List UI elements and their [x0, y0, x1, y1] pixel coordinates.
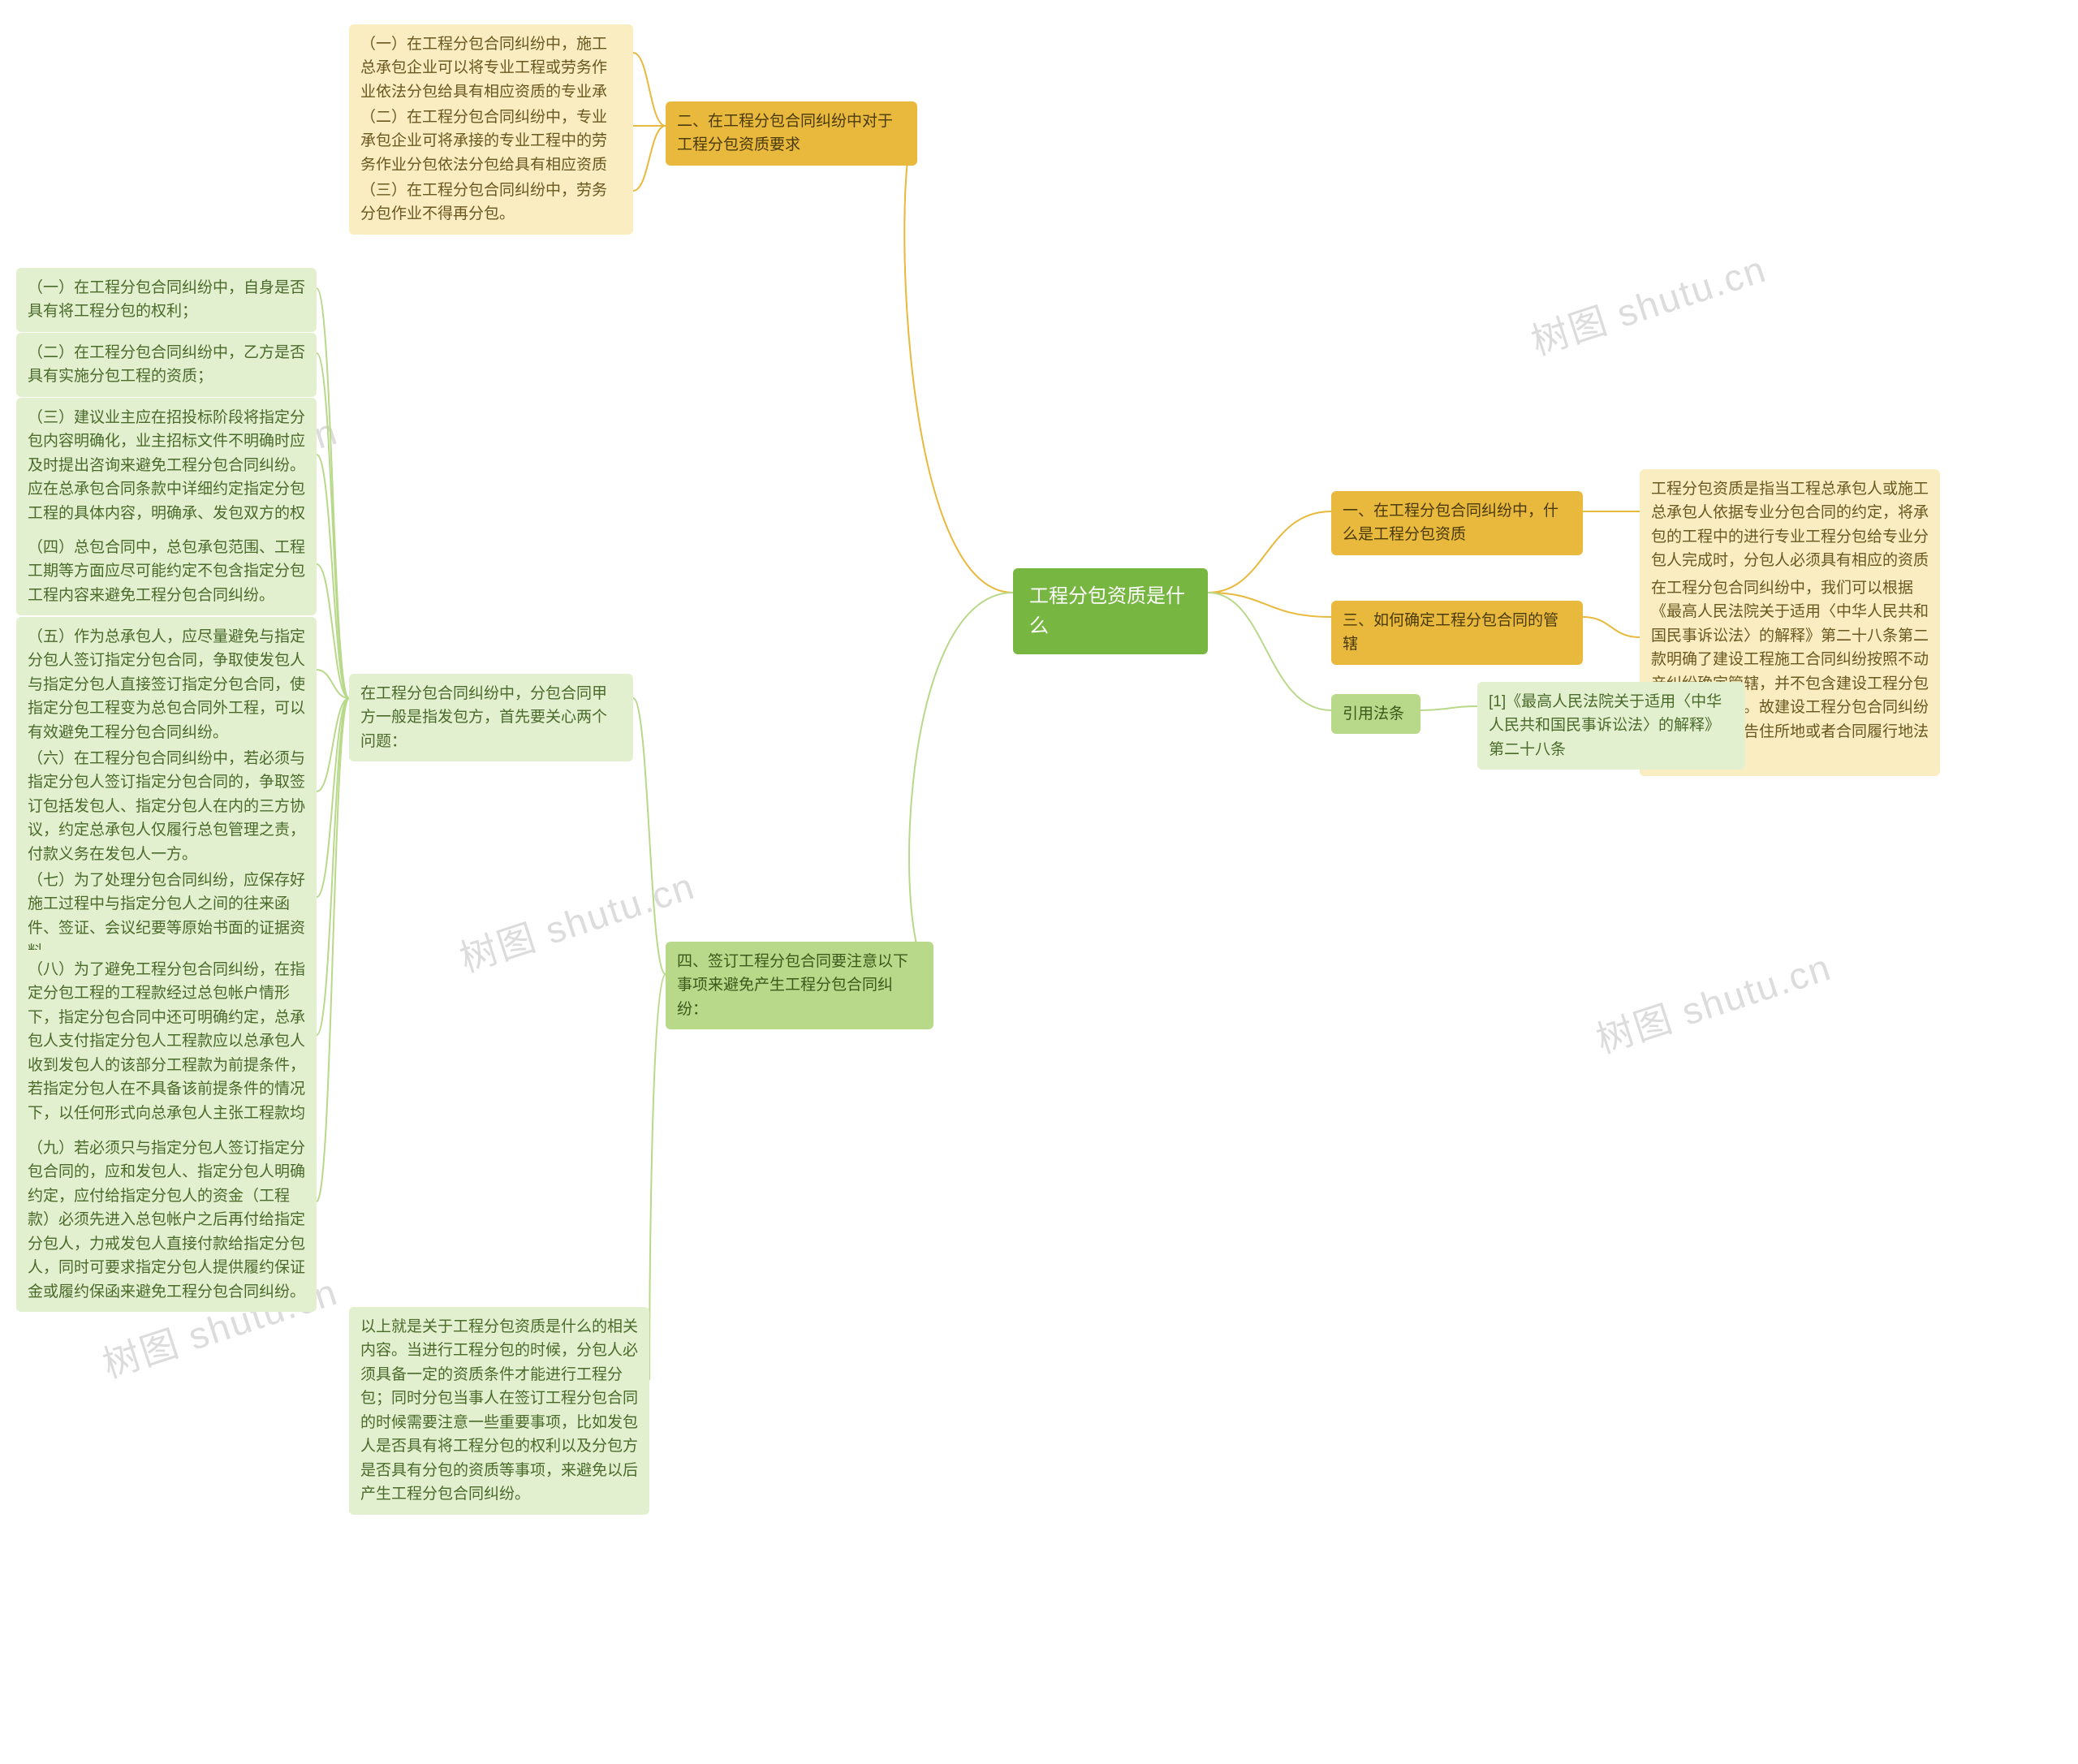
branch-ref-leaf: [1]《最高人民法院关于适用〈中华人民共和国民事诉讼法〉的解释》第二十八条: [1477, 682, 1745, 770]
branch-4-leaf-5: （五）作为总承包人，应尽量避免与指定分包人签订指定分包合同，争取使发包人与指定分…: [16, 617, 317, 753]
branch-4-leaf-8: （八）为了避免工程分包合同纠纷，在指定分包工程的工程款经过总包帐户情形下，指定分…: [16, 950, 317, 1158]
branch-2-title[interactable]: 二、在工程分包合同纠纷中对于工程分包资质要求: [666, 101, 917, 166]
watermark-2: 树图 shutu.cn: [452, 856, 701, 983]
branch-4-summary: 以上就是关于工程分包资质是什么的相关内容。当进行工程分包的时候，分包人必须具备一…: [349, 1307, 649, 1515]
branch-4-leaf-2: （二）在工程分包合同纠纷中，乙方是否具有实施分包工程的资质；: [16, 333, 317, 397]
branch-ref-title[interactable]: 引用法条: [1331, 694, 1421, 734]
watermark-5: 树图 shutu.cn: [1589, 938, 1837, 1064]
branch-4-leaf-1: （一）在工程分包合同纠纷中，自身是否具有将工程分包的权利；: [16, 268, 317, 332]
branch-4-leaf-6: （六）在工程分包合同纠纷中，若必须与指定分包人签订指定分包合同的，争取签订包括发…: [16, 739, 317, 874]
branch-4-leaf-9: （九）若必须只与指定分包人签订指定分包合同的，应和发包人、指定分包人明确约定，应…: [16, 1128, 317, 1312]
branch-4-leaf-4: （四）总包合同中，总包承包范围、工程工期等方面应尽可能约定不包含指定分包工程内容…: [16, 528, 317, 615]
branch-1-title[interactable]: 一、在工程分包合同纠纷中，什么是工程分包资质: [1331, 491, 1583, 555]
mindmap-root[interactable]: 工程分包资质是什么: [1013, 568, 1208, 654]
branch-4-intermediate: 在工程分包合同纠纷中，分包合同甲方一般是指发包方，首先要关心两个问题：: [349, 674, 633, 761]
watermark-4: 树图 shutu.cn: [1524, 239, 1772, 366]
branch-3-title[interactable]: 三、如何确定工程分包合同的管辖: [1331, 601, 1583, 665]
branch-4-title[interactable]: 四、签订工程分包合同要注意以下事项来避免产生工程分包合同纠纷：: [666, 942, 933, 1029]
branch-2-leaf-3: （三）在工程分包合同纠纷中，劳务分包作业不得再分包。: [349, 170, 633, 235]
